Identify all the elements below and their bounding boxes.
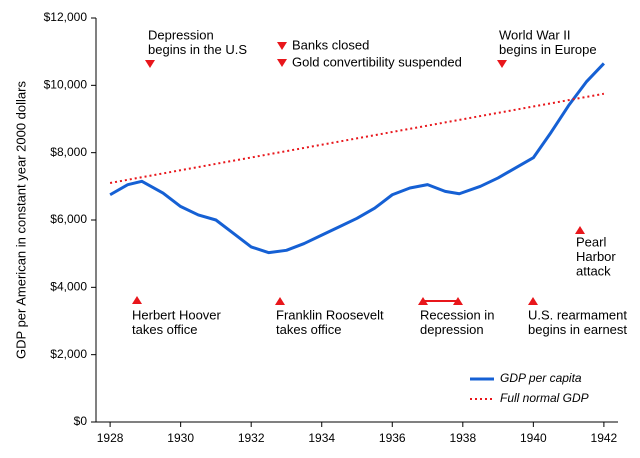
series-line — [109, 92, 605, 184]
annotation-text: depression — [420, 322, 484, 337]
x-tick-label: 1938 — [449, 431, 476, 445]
annotation-text: Gold convertibility suspended — [292, 54, 462, 69]
x-tick-label: 1936 — [379, 431, 406, 445]
annotation-marker — [277, 42, 287, 50]
annotation-text: begins in the U.S — [148, 42, 247, 57]
annotation-text: Harbor — [576, 249, 616, 264]
series-line — [109, 62, 605, 255]
x-tick-label: 1940 — [520, 431, 547, 445]
x-tick-label: 1930 — [167, 431, 194, 445]
y-tick-label: $8,000 — [50, 145, 87, 159]
annotation-text: begins in Europe — [499, 42, 597, 57]
x-tick-label: 1932 — [238, 431, 265, 445]
annotation-text: takes office — [276, 322, 342, 337]
legend-label: GDP per capita — [500, 371, 582, 385]
annotation-text: Pearl — [576, 234, 606, 249]
annotation-text: Herbert Hoover — [132, 307, 222, 322]
annotation-marker — [453, 297, 463, 305]
annotation-text: attack — [576, 263, 611, 278]
annotation-text: World War II — [499, 27, 571, 42]
annotation-marker — [275, 297, 285, 305]
annotation-marker — [497, 60, 507, 68]
y-tick-label: $2,000 — [50, 347, 87, 361]
annotation-text: U.S. rearmament — [528, 307, 627, 322]
annotation-text: begins in earnest — [528, 322, 627, 337]
y-tick-label: $10,000 — [44, 78, 88, 92]
annotation-marker — [528, 297, 538, 305]
y-tick-label: $6,000 — [50, 212, 87, 226]
annotation-text: Franklin Roosevelt — [276, 307, 384, 322]
annotation-text: Recession in — [420, 307, 494, 322]
legend-label: Full normal GDP — [500, 391, 589, 405]
x-tick-label: 1934 — [308, 431, 335, 445]
x-tick-label: 1928 — [97, 431, 124, 445]
annotation-marker — [145, 60, 155, 68]
annotation-marker — [575, 226, 585, 234]
annotation-text: takes office — [132, 322, 198, 337]
y-tick-label: $0 — [74, 414, 88, 428]
annotation-text: Depression — [148, 27, 214, 42]
y-tick-label: $12,000 — [44, 10, 88, 24]
annotation-text: Banks closed — [292, 37, 369, 52]
x-tick-label: 1942 — [591, 431, 618, 445]
annotation-marker — [277, 59, 287, 67]
y-tick-label: $4,000 — [50, 280, 87, 294]
legend-box — [460, 364, 610, 410]
annotation-marker — [132, 296, 142, 304]
y-axis-label: GDP per American in constant year 2000 d… — [13, 81, 28, 359]
